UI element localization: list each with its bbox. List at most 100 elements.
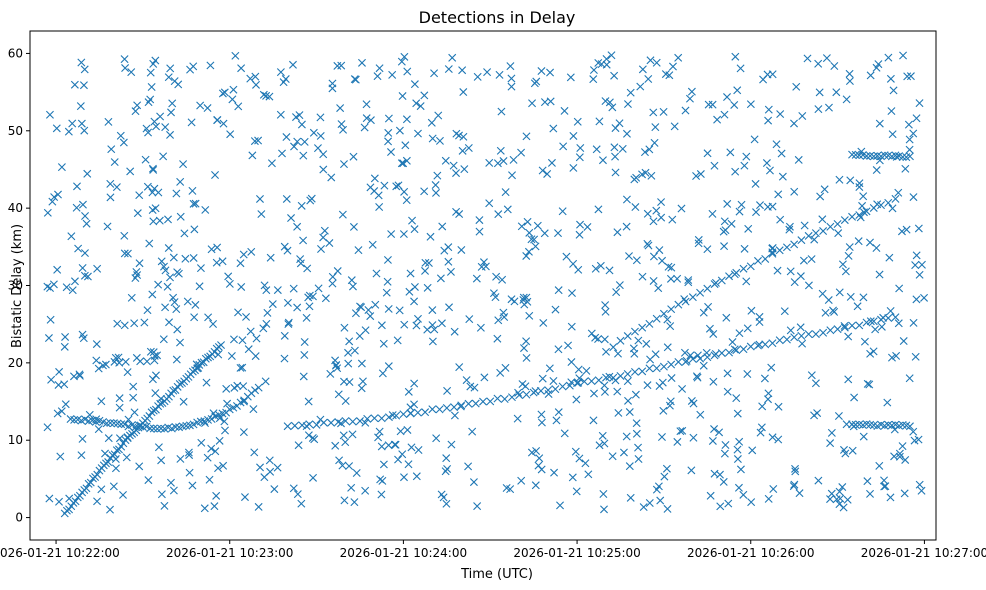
scatter-point-256	[915, 480, 924, 489]
scatter-point-1060	[170, 77, 179, 86]
x-axis: 2026-01-21 10:22:00 2026-01-21 10:23:00 20…	[0, 540, 986, 560]
scatter-point-50	[172, 305, 181, 314]
scatter-point-1306	[500, 395, 509, 403]
scatter-point-537	[884, 53, 893, 62]
scatter-point-205	[595, 441, 604, 450]
scatter-point-835	[251, 72, 260, 81]
scatter-point-447	[284, 318, 293, 327]
scatter-point-671	[156, 112, 165, 121]
scatter-point-933	[664, 262, 673, 271]
scatter-point-775	[374, 433, 383, 442]
scatter-point-252	[574, 365, 583, 374]
scatter-point-380	[345, 462, 354, 471]
scatter-point-1285	[348, 417, 357, 426]
scatter-point-1017	[888, 204, 897, 213]
scatter-point-767	[507, 295, 516, 304]
scatter-point-1011	[236, 363, 245, 372]
scatter-point-1386	[782, 243, 791, 252]
scatter-point-1368	[652, 314, 661, 323]
scatter-point-579	[67, 232, 76, 241]
scatter-point-1330	[674, 357, 683, 366]
scatter-point-583	[115, 394, 124, 403]
scatter-point-1047	[455, 210, 464, 219]
scatter-point-799	[910, 436, 919, 445]
scatter-point-1358	[877, 315, 885, 324]
scatter-point-53	[80, 271, 89, 280]
scatter-point-95	[886, 493, 895, 502]
scatter-point-967	[165, 318, 174, 327]
scatter-point-549	[485, 158, 494, 167]
scatter-point-390	[83, 169, 92, 178]
scatter-point-5	[657, 432, 666, 441]
scatter-point-804	[554, 408, 563, 417]
scatter-point-757	[708, 100, 717, 109]
scatter-point-506	[106, 193, 115, 202]
scatter-point-737	[765, 166, 774, 175]
scatter-point-561	[340, 496, 349, 505]
scatter-point-265	[550, 468, 559, 477]
scatter-point-204	[464, 462, 473, 471]
scatter-point-227	[270, 485, 279, 494]
scatter-point-1136	[874, 60, 883, 69]
scatter-point-461	[366, 312, 375, 321]
scatter-point-1362	[609, 343, 618, 352]
scatter-point-421	[305, 302, 314, 311]
scatter-point-1002	[859, 432, 868, 441]
scatter-point-1058	[807, 255, 816, 264]
scatter-point-175	[858, 201, 867, 210]
scatter-point-1307	[507, 393, 516, 402]
scatter-point-1142	[522, 353, 531, 362]
scatter-point-1209	[188, 367, 197, 376]
scatter-point-16	[148, 188, 157, 197]
scatter-point-1046	[148, 164, 157, 173]
scatter-point-92	[412, 99, 421, 108]
scatter-point-1420	[851, 420, 860, 429]
scatter-point-1131	[726, 148, 735, 157]
scatter-point-1083	[601, 307, 610, 316]
scatter-point-405	[899, 337, 908, 346]
scatter-point-1108	[166, 273, 174, 282]
scatter-point-697	[410, 225, 419, 234]
scatter-point-905	[835, 288, 844, 297]
scatter-point-1076	[450, 411, 459, 420]
scatter-point-400	[517, 222, 526, 231]
scatter-point-41	[72, 203, 81, 212]
scatter-point-599	[204, 313, 213, 322]
scatter-point-888	[892, 351, 901, 360]
scatter-point-1332	[688, 355, 697, 364]
scatter-point-212	[503, 205, 512, 214]
scatter-point-118	[112, 183, 121, 192]
scatter-point-1371	[674, 300, 683, 309]
scatter-point-1324	[630, 367, 639, 376]
scatter-point-753	[709, 377, 718, 386]
scatter-point-920	[82, 219, 91, 228]
scatter-point-1314	[558, 382, 567, 391]
scatter-point-844	[601, 97, 610, 106]
scatter-point-6	[319, 165, 328, 174]
scatter-point-982	[290, 142, 299, 151]
scatter-point-317	[428, 337, 437, 346]
scatter-point-878	[248, 151, 257, 160]
scatter-point-1331	[681, 357, 690, 366]
scatter-point-778	[131, 107, 140, 116]
scatter-point-657	[899, 51, 908, 60]
scatter-point-618	[610, 71, 619, 80]
scatter-point-1326	[645, 364, 654, 373]
scatter-point-434	[110, 158, 119, 167]
scatter-point-676	[506, 485, 515, 494]
scatter-point-668	[666, 274, 675, 283]
scatter-point-1361	[602, 347, 611, 356]
scatter-point-376	[723, 199, 732, 208]
scatter-point-787	[827, 489, 836, 498]
scatter-point-509	[645, 145, 654, 154]
scatter-point-585	[207, 245, 216, 254]
scatter-point-1391	[819, 227, 828, 236]
scatter-point-1222	[217, 341, 226, 350]
scatter-point-593	[375, 64, 384, 73]
scatter-point-985	[405, 287, 414, 296]
scatter-point-1344	[775, 336, 784, 345]
scatter-point-203	[293, 137, 302, 146]
scatter-point-964	[810, 411, 819, 420]
scatter-point-1378	[725, 272, 734, 281]
scatter-point-1052	[794, 155, 803, 164]
